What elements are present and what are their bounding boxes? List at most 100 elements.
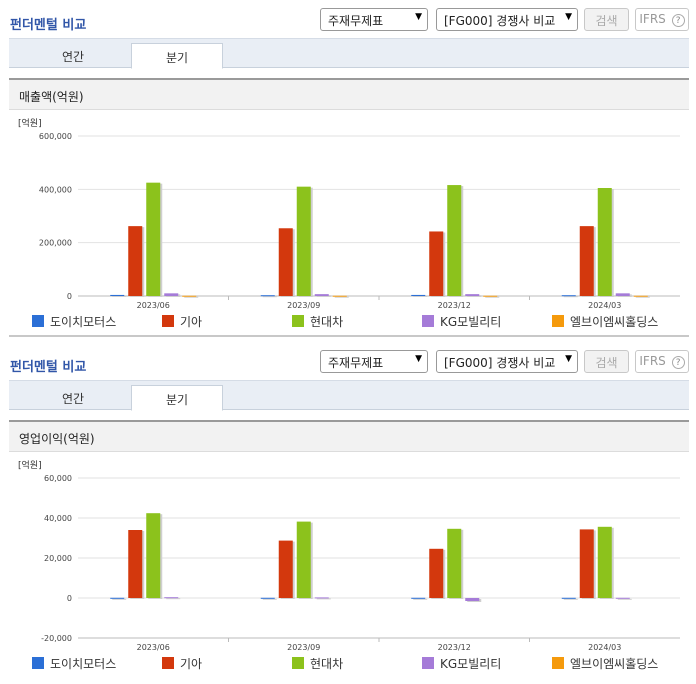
chevron-down-icon: ▼ — [415, 354, 422, 364]
bar-도이치모터스-2024-03 — [561, 597, 576, 599]
legend-item-엘브이엠씨홀딩스[interactable]: 엘브이엠씨홀딩스 — [552, 313, 658, 330]
bar-도이치모터스-2023-12 — [411, 597, 426, 599]
bar-도이치모터스-2023-09 — [260, 295, 275, 297]
statement-select[interactable]: 주재무제표 ▼ — [320, 350, 428, 373]
chart-legend: 도이치모터스 기아 현대차 KG모빌리티 엘브이엠씨홀딩스 — [0, 655, 696, 671]
legend-swatch — [32, 315, 44, 327]
legend-swatch — [552, 315, 564, 327]
legend-item-KG모빌리티[interactable]: KG모빌리티 — [422, 655, 501, 672]
tab-quarterly[interactable]: 분기 — [131, 43, 223, 69]
legend-item-기아[interactable]: 기아 — [162, 313, 202, 330]
legend-label: 기아 — [180, 657, 203, 671]
chart-box: 매출액(억원) — [9, 78, 689, 334]
legend-item-엘브이엠씨홀딩스[interactable]: 엘브이엠씨홀딩스 — [552, 655, 658, 672]
bar-엘브이엠씨홀딩스-2023-06 — [182, 295, 197, 297]
legend-item-현대차[interactable]: 현대차 — [292, 313, 343, 330]
group-select-value: [FG000] 경쟁사 비교 — [444, 14, 556, 28]
bar-shadow — [166, 598, 181, 600]
help-icon: ? — [671, 14, 685, 27]
bar-기아-2023-06 — [128, 530, 143, 598]
bar-KG모빌리티-2023-06 — [164, 597, 179, 599]
search-button[interactable]: 검색 — [584, 350, 629, 373]
bar-KG모빌리티-2023-12 — [465, 294, 480, 296]
x-tick-label: 2023/09 — [287, 301, 320, 310]
panel-title: 펀더멘털 비교 — [10, 18, 87, 33]
ifrs-button[interactable]: IFRS ? — [635, 8, 689, 31]
bar-도이치모터스-2023-09 — [260, 597, 275, 599]
legend-swatch — [162, 657, 174, 669]
legend-item-KG모빌리티[interactable]: KG모빌리티 — [422, 313, 501, 330]
y-tick-label: 20,000 — [44, 554, 72, 563]
legend-item-도이치모터스[interactable]: 도이치모터스 — [32, 655, 116, 672]
tab-annual[interactable]: 연간 — [61, 50, 85, 64]
bar-KG모빌리티-2023-09 — [314, 294, 329, 296]
bar-도이치모터스-2023-06 — [110, 294, 125, 296]
bar-기아-2023-06 — [128, 226, 143, 296]
legend-swatch — [292, 657, 304, 669]
y-tick-label: 400,000 — [39, 185, 72, 194]
legend-label: 엘브이엠씨홀딩스 — [570, 657, 659, 671]
chart-box: 영업이익(억원) — [9, 420, 689, 676]
bar-shadow — [262, 296, 277, 298]
bar-shadow — [316, 598, 331, 600]
x-tick-label: 2024/03 — [588, 643, 621, 652]
ifrs-label: IFRS — [639, 354, 666, 368]
fundamental-panel-revenue: 펀더멘털 비교 주재무제표 ▼ [FG000] 경쟁사 비교 ▼ 검색 IFRS… — [9, 8, 689, 337]
bar-shadow — [635, 296, 650, 298]
bar-엘브이엠씨홀딩스-2023-12 — [483, 295, 498, 297]
legend-item-기아[interactable]: 기아 — [162, 655, 202, 672]
bar-shadow — [563, 296, 578, 298]
period-tabs: 연간 분기 — [9, 38, 689, 69]
bar-KG모빌리티-2023-06 — [164, 293, 179, 296]
bar-현대차-2023-12 — [447, 185, 462, 296]
bar-도이치모터스-2023-06 — [110, 597, 125, 599]
group-select[interactable]: [FG000] 경쟁사 비교 ▼ — [436, 8, 578, 31]
legend-label: 도이치모터스 — [50, 657, 117, 671]
bar-shadow — [467, 295, 482, 297]
tab-annual[interactable]: 연간 — [61, 392, 85, 406]
bar-KG모빌리티-2024-03 — [615, 597, 630, 599]
unit-label: [억원] — [18, 117, 42, 129]
y-tick-label: 0 — [67, 594, 72, 603]
statement-select[interactable]: 주재무제표 ▼ — [320, 8, 428, 31]
tab-quarterly[interactable]: 분기 — [131, 385, 223, 411]
bar-도이치모터스-2024-03 — [561, 295, 576, 297]
legend-label: KG모빌리티 — [440, 315, 502, 329]
bar-현대차-2023-09 — [296, 521, 311, 598]
legend-label: 엘브이엠씨홀딩스 — [570, 315, 659, 329]
legend-label: 현대차 — [310, 315, 344, 329]
legend-swatch — [422, 315, 434, 327]
x-tick-label: 2024/03 — [588, 301, 621, 310]
legend-item-도이치모터스[interactable]: 도이치모터스 — [32, 313, 116, 330]
bar-현대차-2023-09 — [296, 186, 311, 296]
bar-shadow — [413, 295, 428, 297]
divider — [9, 335, 689, 337]
y-tick-label: 200,000 — [39, 239, 72, 248]
legend-item-현대차[interactable]: 현대차 — [292, 655, 343, 672]
bar-기아-2023-09 — [278, 540, 293, 598]
bar-엘브이엠씨홀딩스-2023-09 — [332, 295, 347, 297]
bar-shadow — [563, 598, 578, 600]
period-tabs: 연간 분기 — [9, 380, 689, 411]
bar-기아-2024-03 — [579, 529, 594, 598]
bar-현대차-2023-06 — [146, 182, 161, 296]
search-button[interactable]: 검색 — [584, 8, 629, 31]
legend-swatch — [292, 315, 304, 327]
revenue-chart: [억원] 0 200,000 400,000 600,000 2023/06 2023/09… — [18, 117, 680, 310]
ifrs-button[interactable]: IFRS ? — [635, 350, 689, 373]
legend-swatch — [162, 315, 174, 327]
legend-label: 기아 — [180, 315, 203, 329]
panel-title: 펀더멘털 비교 — [10, 360, 87, 375]
group-select[interactable]: [FG000] 경쟁사 비교 ▼ — [436, 350, 578, 373]
bar-shadow — [184, 296, 199, 298]
x-tick-label: 2023/06 — [137, 301, 170, 310]
y-tick-label: -20,000 — [41, 634, 72, 643]
bar-shadow — [334, 296, 349, 298]
legend-label: 도이치모터스 — [50, 315, 117, 329]
y-tick-label: 40,000 — [44, 514, 72, 523]
bar-shadow — [485, 296, 500, 298]
bar-기아-2023-09 — [278, 228, 293, 296]
chevron-down-icon: ▼ — [565, 354, 572, 364]
y-tick-label: 60,000 — [44, 474, 72, 483]
bar-기아-2023-12 — [429, 548, 444, 598]
